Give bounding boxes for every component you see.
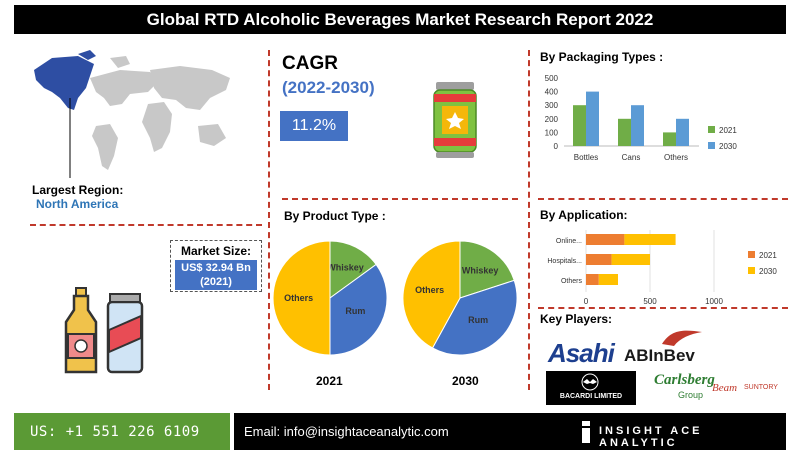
bacardi-text: BACARDI LIMITED (559, 393, 623, 400)
market-size-box: Market Size: US$ 32.94 Bn (2021) (170, 240, 262, 292)
legend-label: 2021 (759, 251, 777, 260)
pie-label-others: Others (415, 285, 444, 295)
pie-chart-2021: Whiskey Rum Others (272, 240, 388, 356)
key-players-title: Key Players: (540, 312, 613, 326)
pie-slice-rum (431, 279, 518, 356)
divider-mid-h (282, 198, 518, 200)
x-tick-label: Bottles (574, 153, 598, 162)
pie-2030-title: 2030 (452, 374, 479, 388)
bat-icon (581, 373, 599, 391)
pie-label-whiskey: Whiskey (327, 263, 364, 273)
bar-cans-2030 (631, 105, 644, 146)
pie-label-others: Others (284, 293, 313, 303)
pie-slice-others (402, 240, 461, 349)
bottle-and-can-icon (64, 287, 144, 374)
footer-email: Email: info@insightaceanalytic.com (244, 424, 449, 439)
y-tick-label: Online... (556, 238, 582, 245)
bar-cans-2021 (618, 118, 631, 146)
carlsberg-group: Group (678, 390, 704, 400)
application-title: By Application: (540, 208, 628, 222)
brand-logo-icon (582, 421, 590, 443)
legend-label: 2030 (759, 267, 777, 276)
y-tick-label: Hospitals... (547, 258, 582, 265)
largest-region-value: North America (36, 197, 119, 211)
pie-label-rum: Rum (468, 315, 488, 325)
footer-bar: Email: info@insightaceanalytic.com INSIG… (234, 413, 786, 450)
legend-swatch-2021 (748, 251, 755, 258)
legend-swatch-2030 (708, 142, 715, 149)
pie-slice-rum (329, 263, 388, 356)
y-tick-label: 400 (545, 88, 559, 97)
cagr-label: CAGR (282, 53, 338, 74)
y-tick-label: 500 (545, 74, 559, 83)
pie-chart-2030: Whiskey Rum Others (402, 240, 518, 356)
report-title: Global RTD Alcoholic Beverages Market Re… (14, 5, 786, 34)
legend-swatch-2021 (708, 126, 715, 133)
pie-2021-title: 2021 (316, 374, 343, 388)
product-title: By Product Type : (284, 209, 386, 223)
legend-label: 2030 (719, 142, 737, 151)
bacardi-logo: BACARDI LIMITED (546, 371, 636, 405)
divider-right (528, 50, 530, 390)
beam-logo: Beam (712, 382, 738, 394)
bar-bottles-2021 (573, 105, 586, 146)
divider-right-h2 (538, 307, 788, 309)
app-bar-1-2030 (611, 254, 650, 265)
app-bar-0-2021 (586, 234, 625, 245)
cagr-value: 11.2% (280, 111, 348, 141)
application-bar-chart: 0 500 1000 Online... Hospitals... Others 2021 2… (547, 230, 777, 306)
world-map-icon (34, 50, 230, 178)
x-tick-label: 0 (584, 297, 589, 306)
cagr-period: (2022-2030) (282, 78, 375, 97)
bar-bottles-2030 (586, 91, 599, 146)
divider-left-h (30, 224, 262, 226)
y-tick-label: 0 (554, 142, 559, 151)
divider-right-h1 (538, 198, 788, 200)
y-tick-label: 300 (545, 101, 559, 110)
pie-slice-others (272, 240, 331, 356)
pie-slice-whiskey (459, 240, 515, 299)
x-tick-label: 500 (643, 297, 657, 306)
market-size-year: (2021) (200, 276, 232, 288)
app-bar-0-2030 (624, 234, 676, 245)
pie-label-rum: Rum (345, 306, 365, 316)
x-tick-label: Cans (622, 153, 641, 162)
app-bar-1-2021 (586, 254, 612, 265)
pie-slice-whiskey (329, 240, 377, 299)
legend-swatch-2030 (748, 267, 755, 274)
x-tick-label: Others (664, 153, 688, 162)
app-bar-2-2021 (586, 274, 599, 285)
divider-left (268, 50, 270, 390)
market-size-amount: US$ 32.94 Bn (181, 262, 251, 274)
footer-phone: US: +1 551 226 6109 (14, 413, 230, 450)
market-size-value: US$ 32.94 Bn (2021) (175, 260, 257, 290)
bar-others-2030 (676, 118, 689, 146)
abinbev-logo: ABInBev (624, 346, 695, 365)
packaging-title: By Packaging Types : (540, 50, 664, 64)
app-bar-2-2030 (598, 274, 618, 285)
abinbev-bird-icon (662, 330, 702, 346)
packaging-bar-chart: 0 100 200 300 400 500 Bottles Cans Others 2021 203… (545, 74, 738, 162)
y-tick-label: 100 (545, 128, 559, 137)
largest-region-label: Largest Region: (32, 183, 124, 197)
pie-label-whiskey: Whiskey (462, 265, 499, 275)
footer-brand: INSIGHT ACE ANALYTIC (599, 425, 703, 449)
legend-label: 2021 (719, 126, 737, 135)
x-tick-label: 1000 (705, 297, 723, 306)
y-tick-label: 200 (545, 115, 559, 124)
asahi-logo: Asahi (548, 338, 615, 368)
carlsberg-logo: Carlsberg (654, 372, 715, 388)
beverage-can-icon (433, 82, 477, 158)
bar-others-2021 (663, 132, 676, 146)
beam-suntory: SUNTORY (744, 384, 778, 391)
market-size-label: Market Size: (180, 244, 252, 258)
y-tick-label: Others (561, 278, 583, 285)
